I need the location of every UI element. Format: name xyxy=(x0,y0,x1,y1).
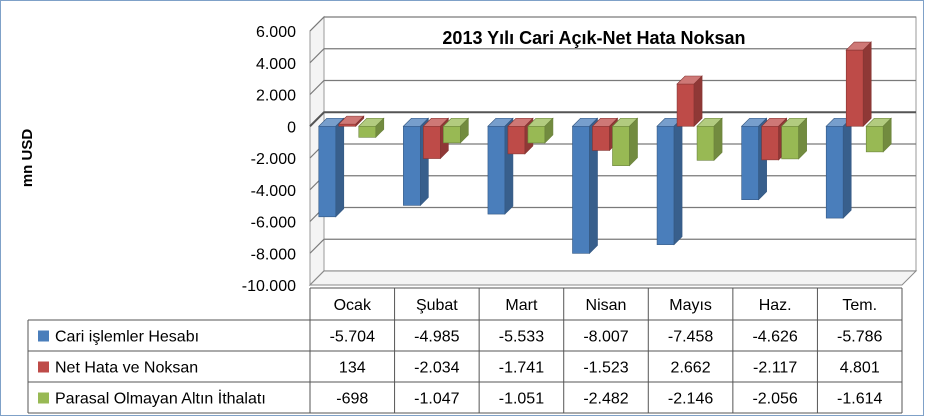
gridline xyxy=(309,16,916,32)
gridline xyxy=(309,48,916,64)
table-cell: -7.458 xyxy=(668,329,713,346)
table-cell: -5.533 xyxy=(499,329,544,346)
table-cell: -1.523 xyxy=(583,360,628,377)
chart-title: 2013 Yılı Cari Açık-Net Hata Noksan xyxy=(442,28,745,48)
y-tick-label: -6.000 xyxy=(251,215,296,232)
category-label: Tem. xyxy=(842,297,877,314)
table-cell: -4.985 xyxy=(414,329,459,346)
y-tick-label: -2.000 xyxy=(251,151,296,168)
table-cell: -2.117 xyxy=(753,360,797,377)
category-label: Nisan xyxy=(586,297,627,314)
table-cell: -1.047 xyxy=(414,391,459,408)
bar-1-4 xyxy=(571,117,599,255)
y-tick-label: 4.000 xyxy=(256,56,296,73)
table-cell: -1.741 xyxy=(499,360,544,377)
table-cell: 2.662 xyxy=(671,360,711,377)
y-axis-label: mn USD xyxy=(19,129,36,188)
series-name: Net Hata ve Noksan xyxy=(55,360,198,377)
y-tick-label: -4.000 xyxy=(251,183,296,200)
legend-swatch xyxy=(38,392,49,404)
gridline xyxy=(309,111,916,127)
bar-1-1 xyxy=(318,117,345,218)
table-cell: -2.034 xyxy=(414,360,459,377)
bar-3-2 xyxy=(442,117,470,144)
y-tick-label: 0 xyxy=(287,119,296,136)
bar-1-3 xyxy=(487,117,514,215)
y-tick-label: 6.000 xyxy=(256,24,296,41)
gridline xyxy=(309,238,916,254)
bar-2-1 xyxy=(338,115,365,127)
category-label: Mart xyxy=(505,297,538,314)
table-cell: -8.007 xyxy=(583,329,628,346)
category-label: Şubat xyxy=(416,297,458,314)
category-label: Ocak xyxy=(334,297,372,314)
bar-2-7 xyxy=(845,41,872,127)
table-cell: -4.626 xyxy=(752,329,797,346)
bar-3-5 xyxy=(696,117,723,162)
bar-1-7 xyxy=(825,117,852,219)
table-cell: 4.801 xyxy=(840,360,880,377)
floor xyxy=(308,270,918,286)
bar-3-3 xyxy=(527,117,554,144)
table-cell: -1.614 xyxy=(837,391,882,408)
bar-3-6 xyxy=(780,117,808,160)
bar-3-1 xyxy=(358,117,385,139)
table-cell: 134 xyxy=(339,360,366,377)
table-cell: -698 xyxy=(336,391,368,408)
gridline xyxy=(309,79,916,95)
category-label: Haz. xyxy=(759,297,792,314)
table-cell: -2.056 xyxy=(752,391,797,408)
table-cell: -5.786 xyxy=(837,329,882,346)
bar-1-5 xyxy=(656,117,683,246)
table-cell: -2.146 xyxy=(668,391,713,408)
legend-swatch xyxy=(38,361,49,373)
bar-3-7 xyxy=(865,117,892,153)
legend-swatch xyxy=(38,330,49,342)
y-tick-label: 2.000 xyxy=(256,88,296,105)
bar-2-5 xyxy=(676,75,703,127)
series-name: Parasal Olmayan Altın İthalatı xyxy=(55,389,266,408)
table-cell: -5.704 xyxy=(330,329,375,346)
category-label: Mayıs xyxy=(669,297,712,314)
series-name: Cari işlemler Hesabı xyxy=(55,329,199,346)
data-table: Ocak Şubat Mart Nisan Mayıs Haz. Tem. Cari işle… xyxy=(27,287,903,414)
y-tick-label: -8.000 xyxy=(251,246,296,263)
table-cell: -2.482 xyxy=(583,391,628,408)
y-tick-label: -10.000 xyxy=(242,278,296,295)
bar-3-4 xyxy=(611,117,639,167)
table-cell: -1.051 xyxy=(499,391,544,408)
